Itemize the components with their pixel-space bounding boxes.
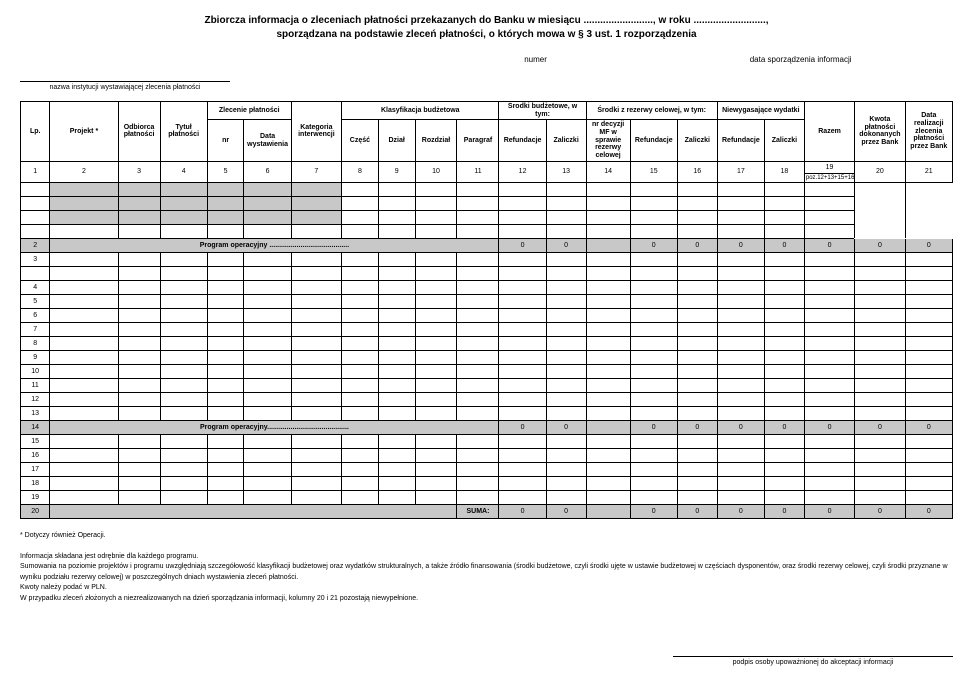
cn-18: 18 xyxy=(764,161,804,182)
h-klasyfikacja: Klasyfikacja budżetowa xyxy=(342,102,499,120)
meta-numer: numer xyxy=(524,55,547,64)
table-row xyxy=(21,224,953,238)
table-row: 5 xyxy=(21,294,953,308)
h-lp: Lp. xyxy=(21,102,50,162)
h-zlecenie: Zlecenie płatności xyxy=(207,102,291,120)
h-zaliczki2: Zaliczki xyxy=(677,120,717,161)
table-row xyxy=(21,196,953,210)
h-rozdzial: Rozdział xyxy=(415,120,457,161)
cn-4: 4 xyxy=(160,161,207,182)
cn-12: 12 xyxy=(499,161,546,182)
cn-11: 11 xyxy=(457,161,499,182)
suma-row: 20SUMA:000000000 xyxy=(21,504,953,518)
cn-16: 16 xyxy=(677,161,717,182)
h-zaliczki1: Zaliczki xyxy=(546,120,586,161)
h-data-real: Data realizacji zlecenia płatności przez… xyxy=(905,102,952,162)
h-dzial: Dział xyxy=(378,120,415,161)
cn-5: 5 xyxy=(207,161,244,182)
cn-20: 20 xyxy=(855,161,905,182)
table-row: 16 xyxy=(21,448,953,462)
cn-15: 15 xyxy=(630,161,677,182)
footer-sig-caption: podpis osoby upoważnionej do akceptacji … xyxy=(673,659,953,666)
title-line-2: sporządzana na podstawie zleceń płatnośc… xyxy=(20,29,953,40)
h-data-wyst: Data wystawienia xyxy=(244,120,291,161)
cn-3: 3 xyxy=(118,161,160,182)
h-refundacje1: Refundacje xyxy=(499,120,546,161)
h-projekt: Projekt * xyxy=(50,102,118,162)
h-srodki-budz: Środki budżetowe, w tym: xyxy=(499,102,586,120)
cn-1: 1 xyxy=(21,161,50,182)
cn-7: 7 xyxy=(291,161,341,182)
note-star: * Dotyczy również Operacji. xyxy=(20,531,953,542)
h-tytul: Tytuł płatności xyxy=(160,102,207,162)
h-kategoria: Kategoria interwencji xyxy=(291,102,341,162)
table-row: 19 xyxy=(21,490,953,504)
table-row: 13 xyxy=(21,406,953,420)
h-niewygasajace: Niewygasające wydatki xyxy=(717,102,804,120)
h-razem: Razem xyxy=(804,102,854,162)
cn-6: 6 xyxy=(244,161,291,182)
title-line-1: Zbiorcza informacja o zleceniach płatnoś… xyxy=(20,15,953,26)
h-nr-decyzji: nr decyzji MF w sprawie rezerwy celowej xyxy=(586,120,630,161)
h-paragraf: Paragraf xyxy=(457,120,499,161)
table-row: 6 xyxy=(21,308,953,322)
h-nr: nr xyxy=(207,120,244,161)
h-kwota: Kwota płatności dokonanych przez Bank xyxy=(855,102,905,162)
table-row: 15 xyxy=(21,434,953,448)
table-row: 17 xyxy=(21,462,953,476)
note-3: Kwoty należy podać w PLN. xyxy=(20,583,953,594)
table-row: 4 xyxy=(21,280,953,294)
cn-9: 9 xyxy=(378,161,415,182)
h-odbiorca: Odbiorca płatności xyxy=(118,102,160,162)
table-row: 18 xyxy=(21,476,953,490)
program-row-1: 2Program operacyjny ....................… xyxy=(21,238,953,252)
meta-data: data sporządzenia informacji xyxy=(750,55,852,64)
table-row xyxy=(21,210,953,224)
table-row xyxy=(21,182,953,196)
h-srodki-rez: Środki z rezerwy celowej, w tym: xyxy=(586,102,717,120)
table-row: 9 xyxy=(21,350,953,364)
table-row: 12 xyxy=(21,392,953,406)
table-row: 7 xyxy=(21,322,953,336)
issuer-line xyxy=(20,69,230,82)
cn-13: 13 xyxy=(546,161,586,182)
table-row xyxy=(21,266,953,280)
cn-10: 10 xyxy=(415,161,457,182)
h-czesc: Część xyxy=(342,120,379,161)
table-row: 3 xyxy=(21,252,953,266)
cn-14: 14 xyxy=(586,161,630,182)
cn-17: 17 xyxy=(717,161,764,182)
table-row: 10 xyxy=(21,364,953,378)
cn-8: 8 xyxy=(342,161,379,182)
cn-2: 2 xyxy=(50,161,118,182)
table-row: 11 xyxy=(21,378,953,392)
note-1: Informacja składana jest odrębnie dla ka… xyxy=(20,552,953,563)
cn-21: 21 xyxy=(905,161,952,182)
main-table: Lp. Projekt * Odbiorca płatności Tytuł p… xyxy=(20,101,953,519)
h-zaliczki3: Zaliczki xyxy=(764,120,804,161)
program-row-2: 14Program operacyjny....................… xyxy=(21,420,953,434)
note-4: W przypadku zleceń złożonych a niezreali… xyxy=(20,594,953,605)
footer-sig-line xyxy=(673,644,953,657)
cn-19: 19 poz.12+13+15+16+17+18 xyxy=(804,161,854,182)
h-refundacje3: Refundacje xyxy=(717,120,764,161)
table-row: 8 xyxy=(21,336,953,350)
h-refundacje2: Refundacje xyxy=(630,120,677,161)
issuer-caption: nazwa instytucji wystawiającej zlecenia … xyxy=(20,84,230,91)
note-2: Sumowania na poziomie projektów i progra… xyxy=(20,562,953,583)
